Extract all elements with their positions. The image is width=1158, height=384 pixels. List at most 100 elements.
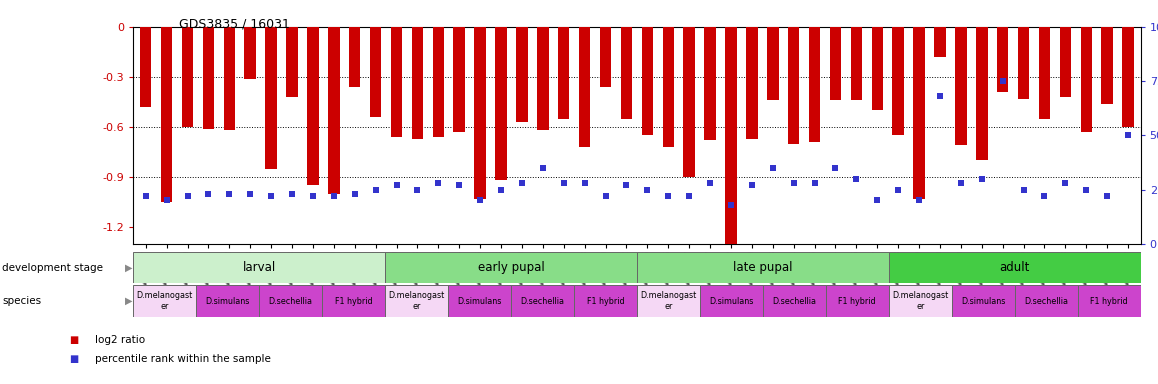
Bar bbox=[259, 285, 322, 317]
Bar bbox=[935, 27, 946, 57]
Bar bbox=[1014, 285, 1078, 317]
Bar bbox=[203, 27, 214, 129]
Point bbox=[137, 193, 155, 199]
Point bbox=[680, 193, 698, 199]
Bar bbox=[349, 27, 360, 87]
Bar bbox=[161, 27, 173, 202]
Bar bbox=[637, 285, 699, 317]
Bar bbox=[1078, 285, 1141, 317]
Text: D.simulans: D.simulans bbox=[961, 296, 1005, 306]
Bar bbox=[763, 285, 826, 317]
Text: F1 hybrid: F1 hybrid bbox=[838, 296, 877, 306]
Bar bbox=[579, 27, 591, 147]
Bar bbox=[1039, 27, 1050, 119]
Bar bbox=[390, 27, 402, 137]
Text: ■: ■ bbox=[69, 354, 79, 364]
Bar bbox=[1018, 27, 1029, 99]
Point bbox=[408, 187, 426, 193]
Point bbox=[742, 182, 761, 188]
Text: D.melanogast
er: D.melanogast er bbox=[388, 291, 445, 311]
Text: D.melanogast
er: D.melanogast er bbox=[892, 291, 948, 311]
Text: early pupal: early pupal bbox=[477, 261, 544, 274]
Text: D.sechellia: D.sechellia bbox=[520, 296, 564, 306]
Bar bbox=[637, 252, 888, 283]
Bar bbox=[893, 27, 904, 136]
Bar bbox=[433, 27, 444, 137]
Point bbox=[1098, 193, 1116, 199]
Bar bbox=[558, 27, 570, 119]
Bar bbox=[662, 27, 674, 147]
Bar bbox=[1122, 27, 1134, 127]
Bar bbox=[244, 27, 256, 79]
Bar bbox=[976, 27, 988, 161]
Bar bbox=[1080, 27, 1092, 132]
Bar bbox=[955, 27, 967, 146]
Point bbox=[262, 193, 280, 199]
Bar bbox=[914, 27, 925, 199]
Bar bbox=[642, 27, 653, 136]
Bar bbox=[322, 285, 384, 317]
Bar bbox=[384, 252, 637, 283]
Bar bbox=[704, 27, 716, 141]
Point bbox=[805, 180, 823, 186]
Text: D.melanogast
er: D.melanogast er bbox=[137, 291, 192, 311]
Bar bbox=[826, 285, 888, 317]
Text: percentile rank within the sample: percentile rank within the sample bbox=[95, 354, 271, 364]
Bar bbox=[808, 27, 820, 142]
Point bbox=[848, 176, 866, 182]
Bar bbox=[475, 27, 486, 199]
Bar bbox=[223, 27, 235, 130]
Text: development stage: development stage bbox=[2, 263, 103, 273]
Text: D.simulans: D.simulans bbox=[709, 296, 754, 306]
Bar bbox=[830, 27, 841, 100]
Point bbox=[826, 165, 844, 171]
Bar bbox=[952, 285, 1014, 317]
Point bbox=[701, 180, 719, 186]
Bar bbox=[511, 285, 574, 317]
Bar bbox=[369, 27, 381, 117]
Bar bbox=[851, 27, 862, 100]
Point bbox=[1119, 132, 1137, 139]
Point bbox=[241, 191, 259, 197]
Point bbox=[659, 193, 677, 199]
Point bbox=[1056, 180, 1075, 186]
Text: species: species bbox=[2, 296, 42, 306]
Text: log2 ratio: log2 ratio bbox=[95, 335, 145, 345]
Bar bbox=[496, 27, 507, 180]
Text: D.simulans: D.simulans bbox=[205, 296, 250, 306]
Point bbox=[1035, 193, 1054, 199]
Bar bbox=[787, 27, 799, 144]
Point bbox=[994, 78, 1012, 84]
Bar bbox=[328, 27, 339, 194]
Point bbox=[973, 176, 991, 182]
Bar bbox=[307, 27, 318, 185]
Point bbox=[534, 165, 552, 171]
Text: ■: ■ bbox=[69, 335, 79, 345]
Bar bbox=[140, 27, 152, 107]
Text: ▶: ▶ bbox=[125, 296, 132, 306]
Bar bbox=[725, 27, 736, 257]
Text: D.melanogast
er: D.melanogast er bbox=[640, 291, 696, 311]
Point bbox=[638, 187, 657, 193]
Point bbox=[1077, 187, 1095, 193]
Bar bbox=[683, 27, 695, 177]
Bar bbox=[454, 27, 466, 132]
Bar bbox=[1101, 27, 1113, 104]
Text: F1 hybrid: F1 hybrid bbox=[1091, 296, 1128, 306]
Point bbox=[763, 165, 782, 171]
Text: GDS3835 / 16031: GDS3835 / 16031 bbox=[179, 17, 291, 30]
Bar bbox=[196, 285, 259, 317]
Bar bbox=[265, 27, 277, 169]
Bar bbox=[448, 285, 511, 317]
Text: ▶: ▶ bbox=[125, 263, 132, 273]
Point bbox=[345, 191, 364, 197]
Bar bbox=[621, 27, 632, 119]
Bar bbox=[574, 285, 637, 317]
Text: adult: adult bbox=[999, 261, 1029, 274]
Point bbox=[324, 193, 343, 199]
Text: larval: larval bbox=[242, 261, 276, 274]
Point bbox=[952, 180, 970, 186]
Bar bbox=[600, 27, 611, 87]
Text: D.sechellia: D.sechellia bbox=[772, 296, 816, 306]
Point bbox=[199, 191, 218, 197]
